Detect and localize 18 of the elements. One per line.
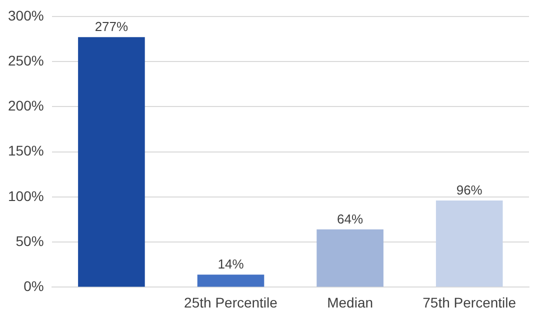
y-tick-label: 50%	[16, 232, 44, 249]
y-tick-label: 150%	[8, 142, 44, 159]
data-label: 64%	[337, 212, 364, 227]
bar	[316, 229, 384, 287]
y-tick-label: 300%	[8, 7, 44, 24]
bar	[436, 200, 503, 287]
y-tick-label: 0%	[24, 278, 44, 294]
y-tick-label: 200%	[8, 98, 44, 114]
x-tick-label: 25th Percentile	[184, 294, 278, 310]
y-tick-label: 250%	[8, 52, 44, 68]
bar	[197, 274, 264, 287]
data-label: 277%	[94, 19, 129, 34]
data-label: 96%	[456, 182, 483, 198]
bar	[78, 37, 145, 287]
y-tick-label: 100%	[8, 188, 44, 204]
x-tick-label: 75th Percentile	[422, 294, 516, 310]
x-tick-label: Median	[327, 294, 374, 310]
data-label: 14%	[218, 256, 244, 272]
